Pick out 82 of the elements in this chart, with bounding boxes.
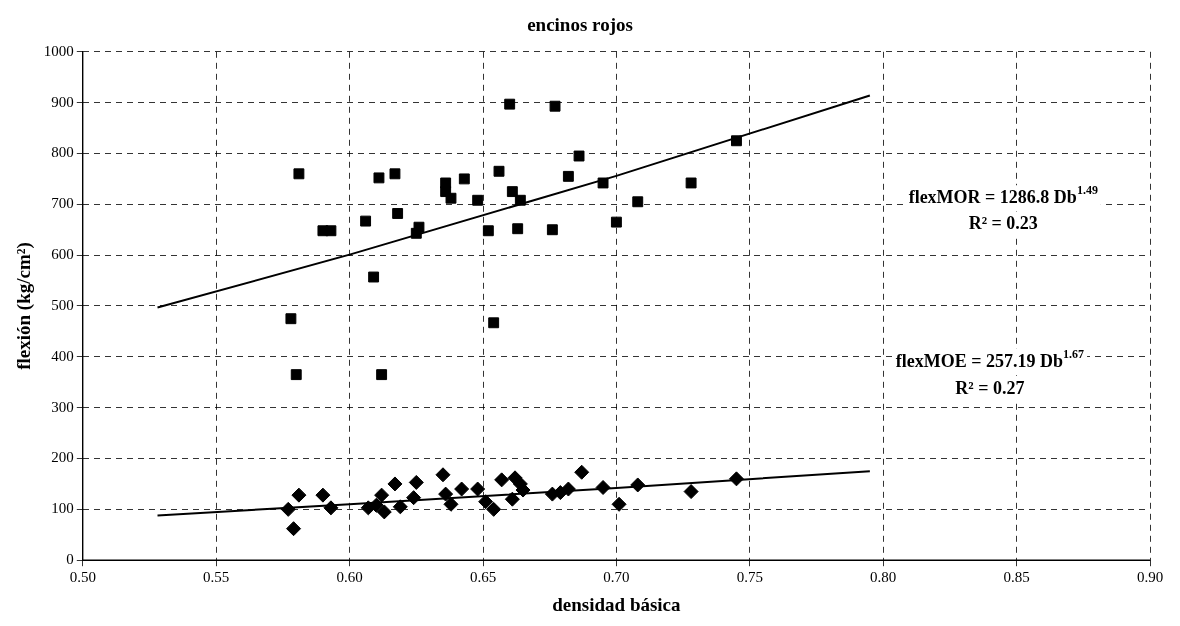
point	[482, 225, 494, 237]
point	[435, 467, 451, 483]
annotation: R² = 0.23	[968, 213, 1038, 234]
point	[610, 216, 622, 228]
point	[728, 471, 744, 487]
x-tick-label: 0.75	[736, 569, 763, 586]
y-tick-label: 700	[51, 195, 74, 212]
point	[731, 135, 742, 147]
point	[376, 369, 388, 381]
point	[493, 165, 505, 177]
y-tick-label: 600	[51, 246, 74, 263]
point	[504, 491, 520, 507]
point	[597, 177, 609, 189]
point	[486, 501, 502, 517]
point	[454, 481, 470, 497]
point	[290, 369, 302, 381]
x-axis-title: densidad básica	[552, 593, 682, 615]
x-tick-label: 0.55	[203, 569, 230, 586]
point	[630, 477, 646, 493]
point	[285, 313, 297, 325]
point	[458, 173, 470, 185]
point	[685, 177, 697, 189]
x-tick-label: 0.80	[870, 569, 897, 586]
point	[325, 225, 337, 237]
point	[549, 100, 561, 112]
y-tick-label: 1000	[43, 42, 74, 59]
y-tick-label: 800	[51, 144, 74, 161]
point	[560, 481, 576, 497]
point	[488, 317, 500, 329]
point	[506, 186, 518, 198]
point	[373, 172, 385, 184]
point	[683, 484, 699, 500]
y-tick-label: 400	[51, 347, 74, 364]
point	[443, 496, 459, 512]
point	[376, 504, 392, 520]
point	[374, 487, 390, 503]
point	[286, 521, 302, 537]
x-tick-label: 0.60	[336, 569, 363, 586]
point	[546, 224, 558, 236]
chart-title: encinos rojos	[527, 14, 633, 36]
point	[472, 194, 484, 206]
point	[323, 500, 339, 516]
point	[512, 223, 524, 235]
point	[392, 208, 404, 219]
point	[514, 194, 526, 206]
point	[504, 98, 516, 110]
point	[406, 490, 422, 506]
point	[280, 501, 296, 517]
point	[574, 464, 590, 480]
point	[438, 486, 454, 502]
point	[389, 168, 401, 180]
point	[413, 221, 425, 233]
point	[494, 472, 510, 488]
x-tick-label: 0.70	[603, 569, 630, 586]
y-tick-label: 200	[51, 449, 74, 466]
point	[470, 481, 486, 497]
y-tick-label: 100	[51, 500, 74, 517]
x-tick-label: 0.50	[69, 569, 96, 586]
point	[573, 150, 585, 162]
point	[387, 476, 403, 492]
point	[368, 271, 380, 283]
point	[315, 487, 331, 503]
point	[360, 215, 372, 227]
x-tick-label: 0.65	[469, 569, 497, 586]
point	[562, 170, 574, 182]
point	[595, 480, 611, 495]
annotation: R² = 0.27	[955, 377, 1025, 398]
point	[408, 474, 424, 490]
point	[293, 168, 305, 180]
y-tick-label: 300	[51, 398, 74, 415]
point	[392, 499, 408, 515]
y-tick-label: 900	[51, 93, 74, 110]
point	[291, 487, 307, 503]
y-tick-label: 0	[66, 551, 74, 568]
point	[478, 494, 494, 510]
point	[632, 196, 644, 208]
y-axis-title: flexión (kg/cm²)	[13, 242, 36, 370]
x-tick-label: 0.90	[1136, 569, 1164, 586]
y-tick-label: 500	[51, 296, 74, 313]
point	[611, 496, 627, 512]
x-tick-label: 0.85	[1003, 569, 1030, 586]
point	[445, 192, 457, 204]
